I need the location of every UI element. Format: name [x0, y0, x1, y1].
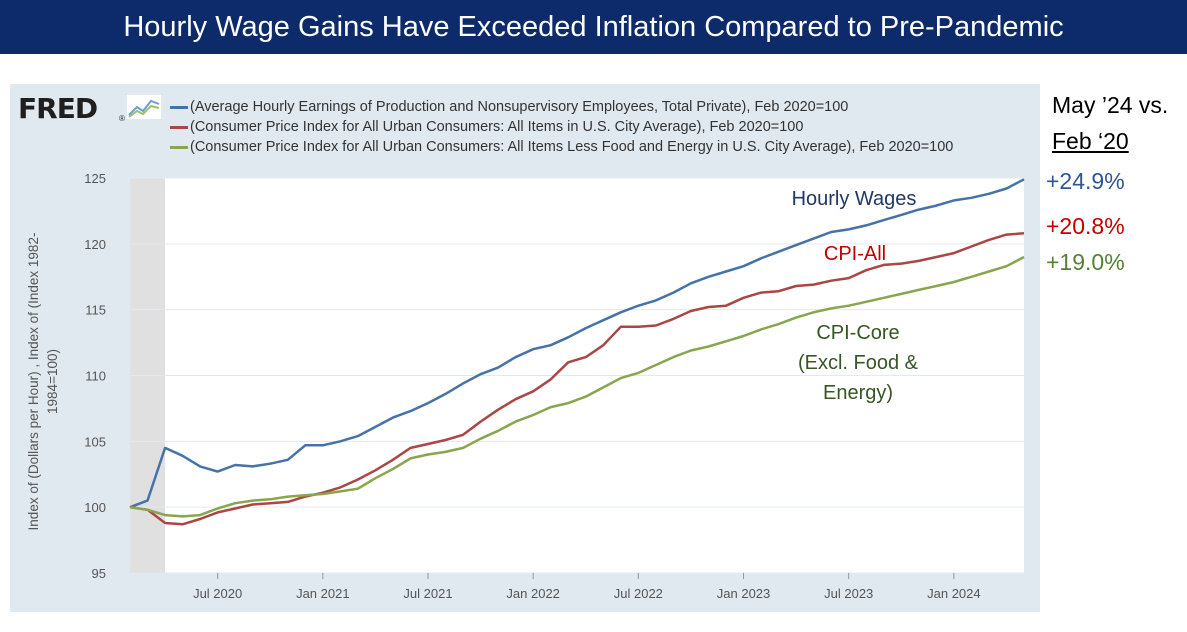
x-tick-label-5: Jan 2023 — [717, 586, 771, 601]
y-tick-label-115: 115 — [85, 303, 106, 318]
annotation-cpi-core-line3: Energy) — [823, 382, 893, 404]
fred-logo: FRED ® — [18, 92, 162, 126]
side-header-line1: May ’24 vs. — [1052, 92, 1169, 118]
legend-swatch-cpi-core — [170, 145, 188, 149]
legend-item-cpi-all: (Consumer Price Index for All Urban Cons… — [170, 117, 953, 137]
registered-mark: ® — [119, 114, 125, 123]
y-axis-title: Index of (Dollars per Hour) , Index of (… — [26, 233, 60, 531]
legend-label-wages: (Average Hourly Earnings of Production a… — [190, 99, 849, 115]
x-tick-label-0: Jul 2020 — [193, 586, 242, 601]
annotation-cpi-all: CPI-All — [824, 243, 886, 265]
legend-label-cpi-all: (Consumer Price Index for All Urban Cons… — [190, 119, 804, 135]
change-label-wages: +24.9% — [1046, 168, 1125, 194]
y-tick-label-125: 125 — [84, 171, 106, 186]
annotation-cpi-core-line2: (Excl. Food & — [798, 352, 919, 374]
y-tick-label-95: 95 — [92, 566, 106, 581]
annotation-cpi-core-line1: CPI-Core — [816, 322, 899, 344]
series-line-cpi-core — [129, 255, 1025, 518]
x-tick-label-1: Jan 2021 — [296, 586, 350, 601]
x-tick-label-7: Jan 2024 — [927, 586, 981, 601]
y-tick-label-105: 105 — [84, 434, 106, 449]
x-tick-label-3: Jan 2022 — [506, 586, 560, 601]
legend-swatch-cpi-all — [170, 125, 188, 129]
change-label-cpi-core: +19.0% — [1046, 249, 1125, 275]
legend-item-wages: (Average Hourly Earnings of Production a… — [170, 97, 953, 117]
x-tick-label-2: Jul 2021 — [403, 586, 452, 601]
series-line-cpi-all — [129, 232, 1025, 526]
y-tick-label-110: 110 — [85, 369, 106, 384]
legend-label-cpi-core: (Consumer Price Index for All Urban Cons… — [190, 139, 954, 155]
change-label-cpi-all: +20.8% — [1046, 213, 1125, 239]
line-chart-icon — [126, 94, 162, 120]
x-tick-label-6: Jul 2023 — [824, 586, 873, 601]
banner-title: Hourly Wage Gains Have Exceeded Inflatio… — [0, 0, 1187, 54]
legend-item-cpi-core: (Consumer Price Index for All Urban Cons… — [170, 137, 953, 157]
y-tick-label-120: 120 — [84, 237, 106, 252]
chart-legend: (Average Hourly Earnings of Production a… — [170, 97, 953, 157]
annotation-hourly-wages: Hourly Wages — [792, 188, 917, 210]
y-tick-label-100: 100 — [84, 500, 106, 515]
side-header-line2: Feb ‘20 — [1052, 128, 1129, 154]
series-line-wages — [129, 178, 1025, 509]
legend-swatch-wages — [170, 105, 188, 109]
x-tick-label-4: Jul 2022 — [614, 586, 663, 601]
fred-logo-text: FRED — [18, 92, 98, 125]
